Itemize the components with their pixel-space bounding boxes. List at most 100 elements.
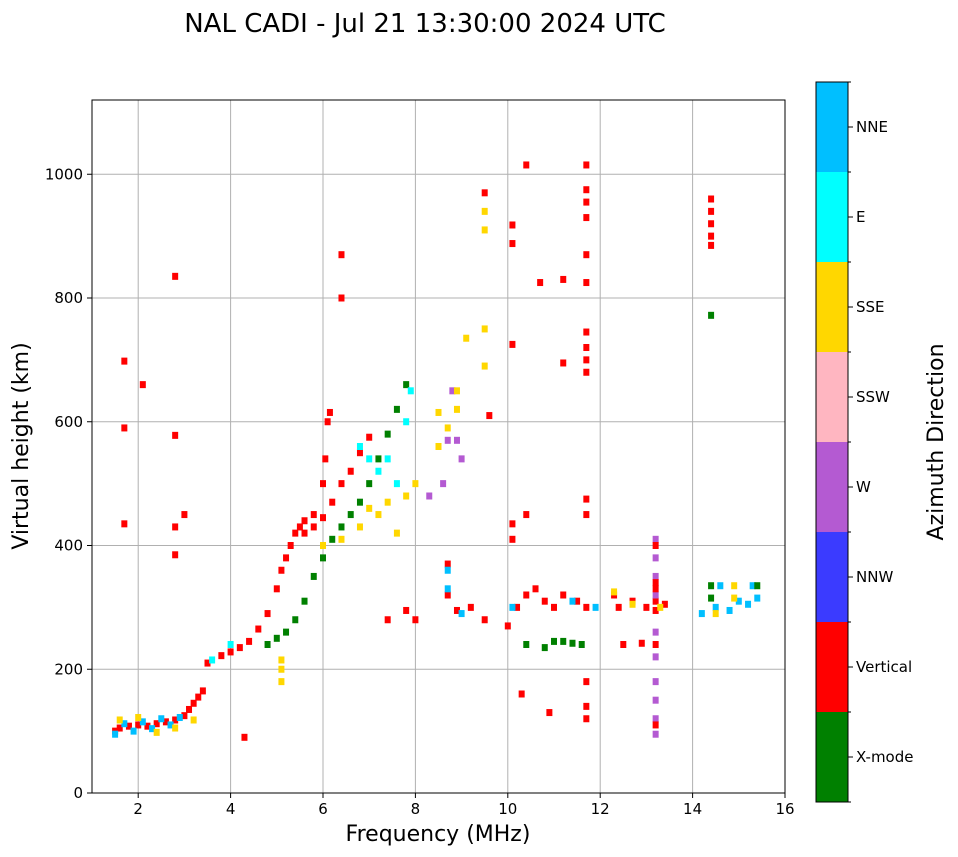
data-point [139, 718, 146, 726]
data-point [560, 591, 567, 599]
data-point [435, 443, 442, 450]
data-point [509, 520, 516, 528]
data-point [541, 597, 548, 605]
data-point [583, 495, 590, 503]
data-point [546, 709, 553, 717]
data-point [393, 480, 400, 488]
data-point [320, 514, 326, 522]
data-point [652, 579, 659, 587]
data-point [652, 730, 659, 738]
data-point [708, 195, 715, 203]
data-point [278, 665, 285, 673]
data-point [149, 725, 156, 733]
data-point [338, 535, 345, 543]
data-point [181, 712, 188, 720]
data-point [264, 610, 271, 618]
data-point [731, 594, 738, 602]
data-point [523, 511, 530, 519]
data-point [440, 480, 447, 488]
data-point [592, 603, 599, 611]
data-point [356, 449, 363, 457]
data-point [153, 728, 160, 736]
data-point [523, 161, 530, 169]
data-point [246, 637, 253, 645]
data-point [486, 412, 493, 420]
data-point [176, 714, 183, 722]
colorbar: X-mode Vertical NNW W SSW SSE E NNE [815, 81, 913, 803]
data-point [652, 542, 659, 549]
colorbar-label: W [856, 478, 871, 496]
data-point [292, 616, 299, 624]
data-point [551, 603, 557, 611]
colorbar-label: Vertical [856, 658, 912, 676]
x-tick-label: 6 [318, 800, 328, 818]
data-point [384, 616, 391, 624]
x-tick-label: 2 [133, 800, 143, 818]
data-point [708, 582, 715, 590]
data-point [481, 226, 488, 234]
data-point [652, 591, 659, 599]
data-point [158, 715, 165, 723]
data-point [393, 405, 400, 413]
data-point [407, 387, 414, 395]
data-point [278, 656, 285, 664]
data-point [583, 511, 590, 519]
data-point [278, 566, 285, 574]
data-point [453, 387, 460, 395]
data-point [172, 716, 179, 724]
data-point [130, 727, 137, 735]
data-point [255, 625, 262, 633]
data-point [366, 480, 373, 488]
data-point [116, 716, 123, 724]
data-point [135, 721, 142, 729]
data-point [652, 597, 659, 605]
colorbar-segment [816, 442, 848, 532]
data-point [209, 656, 216, 664]
x-tick-label: 14 [683, 800, 702, 818]
data-point [509, 603, 516, 611]
data-point [541, 644, 548, 652]
data-point [384, 455, 391, 463]
data-point [162, 718, 169, 726]
data-point [125, 722, 132, 730]
data-point [172, 523, 179, 531]
data-point [190, 716, 197, 724]
colorbar-label: E [856, 208, 865, 226]
data-point [204, 659, 211, 667]
data-point [537, 279, 544, 287]
data-point [144, 722, 151, 730]
data-point [551, 637, 557, 645]
data-point [273, 634, 280, 642]
data-point [338, 294, 345, 302]
data-point [629, 600, 636, 608]
data-point [320, 542, 326, 549]
colorbar-label: SSW [856, 388, 890, 406]
data-point [652, 628, 659, 636]
data-point [735, 597, 742, 605]
data-point [356, 443, 363, 450]
data-point [514, 603, 521, 611]
data-point [412, 480, 419, 488]
data-point [481, 207, 488, 215]
colorbar-segment [816, 712, 848, 802]
x-tick-label: 4 [226, 800, 236, 818]
data-point [347, 511, 354, 519]
data-point [444, 436, 451, 444]
colorbar-segment [816, 172, 848, 262]
data-point [560, 359, 567, 367]
data-point [643, 603, 650, 611]
data-point [652, 641, 659, 648]
data-point [698, 610, 705, 618]
y-tick-label: 1000 [45, 165, 83, 183]
data-point [708, 220, 715, 228]
data-point [195, 693, 202, 701]
data-point [583, 356, 590, 364]
colorbar-label: X-mode [856, 748, 913, 766]
data-point [296, 523, 303, 531]
data-point [135, 714, 142, 722]
data-point [322, 455, 329, 463]
data-point [236, 644, 243, 652]
data-point [532, 585, 539, 593]
colorbar-segment [816, 622, 848, 712]
